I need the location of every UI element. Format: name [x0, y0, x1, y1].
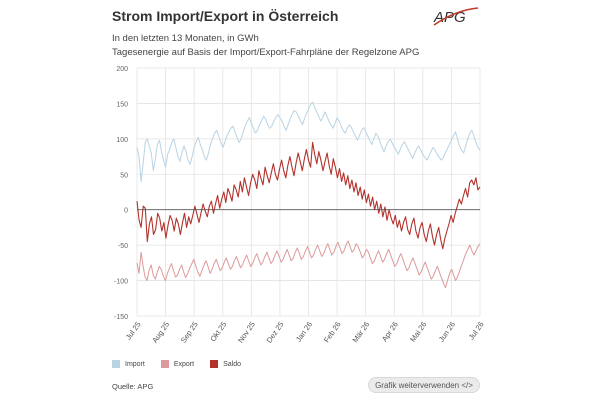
reuse-graphic-button[interactable]: Grafik weiterverwenden </> [368, 377, 480, 393]
legend-swatch-export [160, 360, 169, 368]
legend-item-saldo[interactable]: Saldo [210, 360, 241, 368]
y-tick-label: 100 [116, 137, 128, 144]
import-line [136, 101, 481, 182]
x-tick-label: Okt 25 [208, 320, 228, 343]
y-tick-label: 200 [116, 66, 128, 73]
chart-subtitle: In den letzten 13 Monaten, in GWh [112, 33, 259, 44]
legend-swatch-saldo [210, 360, 219, 368]
x-tick-label: Dez 25 [265, 320, 286, 345]
x-tick-label: Jan 26 [294, 320, 314, 344]
legend-swatch-import [112, 360, 120, 368]
apg-logo: APG [433, 7, 479, 26]
y-tick-label: -50 [118, 243, 128, 250]
chart-subtitle-2: Tagesenergie auf Basis der Import/Export… [112, 47, 420, 58]
x-tick-label: Mai 26 [408, 320, 428, 344]
export-line [136, 240, 481, 289]
x-tick-label: Jul 25 [124, 320, 143, 342]
x-tick-label: Sep 25 [179, 320, 200, 345]
chart-legend: Import Export Saldo [112, 360, 241, 368]
legend-label-saldo: Saldo [223, 360, 241, 368]
x-tick-label: Mär 26 [351, 320, 372, 344]
legend-item-import[interactable]: Import [112, 360, 145, 368]
x-tick-label: Jun 26 [437, 320, 457, 344]
x-tick-label: Aug 25 [150, 320, 171, 345]
y-tick-label: 50 [120, 172, 128, 179]
legend-item-export[interactable]: Export [160, 360, 195, 368]
y-tick-label: 0 [124, 208, 128, 215]
x-tick-label: Jul 26 [467, 320, 486, 342]
y-tick-label: -100 [114, 279, 128, 286]
y-tick-label: 150 [116, 101, 128, 108]
chart-title: Strom Import/Export in Österreich [112, 8, 339, 24]
legend-label-export: Export [173, 360, 195, 368]
y-tick-label: -150 [114, 314, 128, 321]
legend-label-import: Import [125, 360, 145, 368]
x-tick-label: Feb 26 [322, 320, 343, 344]
x-tick-label: Apr 26 [380, 320, 400, 343]
x-tick-label: Nov 25 [236, 320, 257, 345]
source-note: Quelle: APG [112, 382, 154, 391]
